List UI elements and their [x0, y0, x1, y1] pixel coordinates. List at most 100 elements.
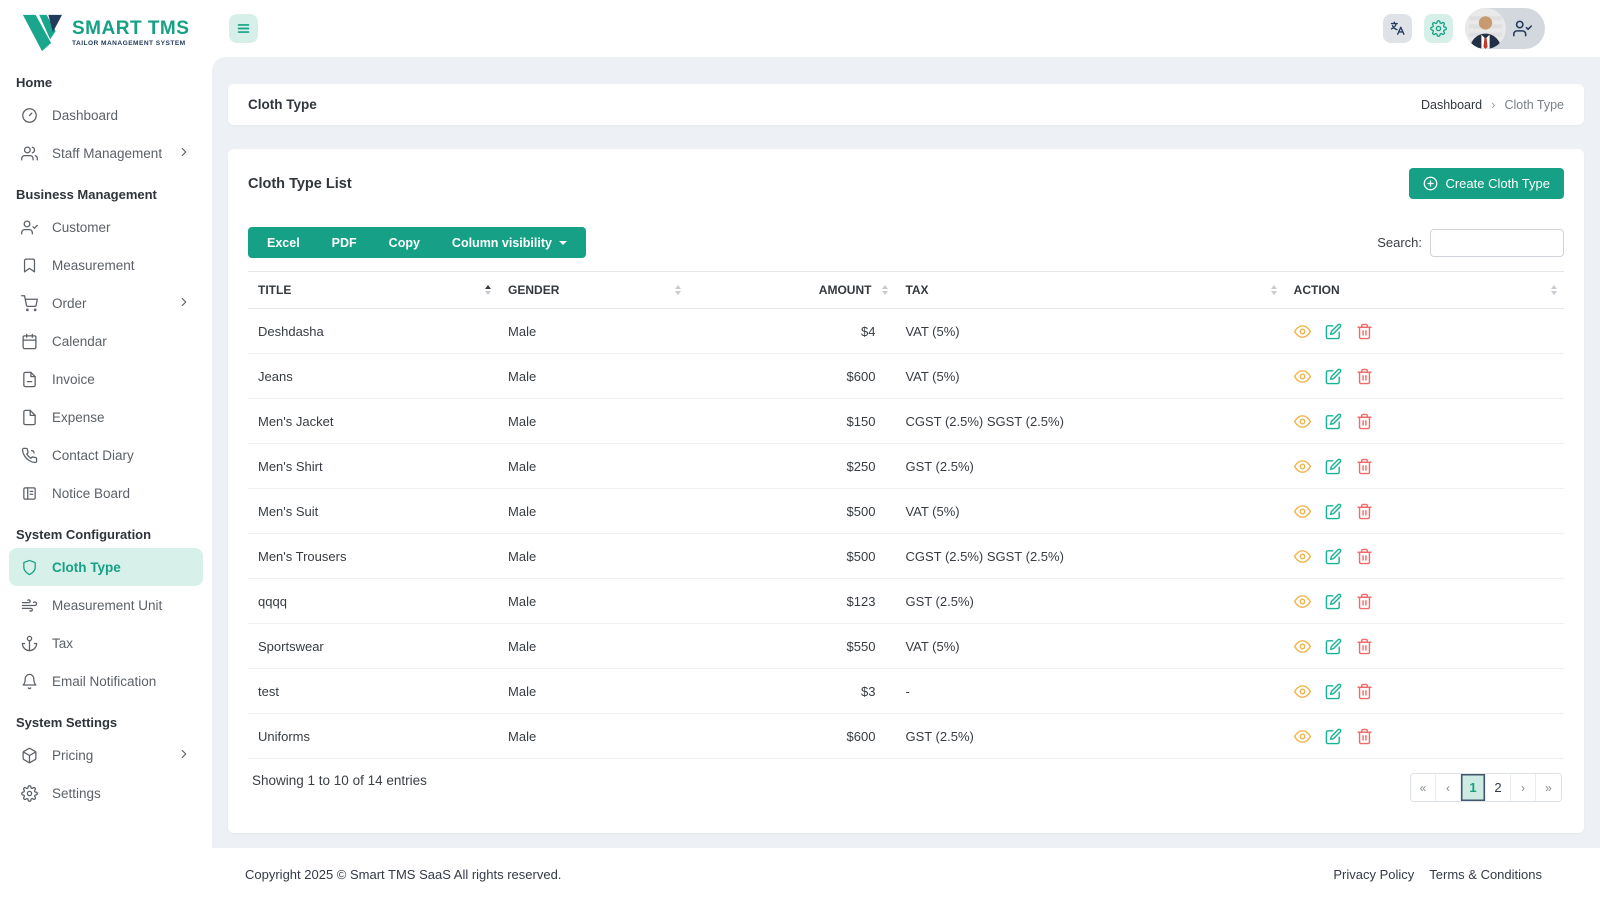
sidebar-item-staff-management[interactable]: Staff Management [9, 134, 203, 172]
sidebar-item-order[interactable]: Order [9, 284, 203, 322]
export-pdf-button[interactable]: PDF [316, 227, 373, 258]
column-header-gender[interactable]: GENDER [498, 271, 688, 309]
sidebar-item-measurement-unit[interactable]: Measurement Unit [9, 586, 203, 624]
delete-button[interactable] [1356, 682, 1374, 700]
breadcrumb-dashboard-link[interactable]: Dashboard [1420, 97, 1483, 112]
main-column: Cloth Type Dashboard › Cloth Type Cloth … [212, 0, 1600, 900]
view-button[interactable] [1294, 367, 1312, 385]
sidebar-item-pricing[interactable]: Pricing [9, 736, 203, 774]
cell-gender: Male [498, 713, 688, 759]
first-page-button[interactable]: « [1411, 774, 1436, 801]
page-1-button[interactable]: 1 [1461, 774, 1486, 801]
export-excel-button[interactable]: Excel [251, 227, 316, 258]
sidebar-item-tax[interactable]: Tax [9, 624, 203, 662]
next-page-button[interactable]: › [1511, 774, 1536, 801]
cell-action [1283, 668, 1564, 714]
edit-button[interactable] [1325, 502, 1343, 520]
user-check-icon [1513, 19, 1532, 38]
logo-mark-icon [22, 14, 62, 52]
delete-button[interactable] [1356, 637, 1374, 655]
page-2-button[interactable]: 2 [1486, 774, 1511, 801]
view-button[interactable] [1294, 457, 1312, 475]
bookmark-icon [23, 257, 36, 273]
delete-button[interactable] [1356, 457, 1374, 475]
card-title: Cloth Type List [248, 175, 352, 192]
edit-button[interactable] [1325, 637, 1343, 655]
gear-icon [21, 784, 38, 802]
table-row: Men's Shirt Male $250 GST (2.5%) [248, 443, 1564, 489]
column-header-amount[interactable]: AMOUNT [687, 271, 896, 309]
last-page-button[interactable]: » [1536, 774, 1561, 801]
edit-button[interactable] [1325, 322, 1343, 340]
sidebar-item-customer[interactable]: Customer [9, 208, 203, 246]
view-button[interactable] [1294, 547, 1312, 565]
sidebar-item-label: Settings [52, 785, 101, 801]
cell-gender: Male [498, 533, 688, 579]
search-input[interactable] [1430, 228, 1564, 257]
translate-button[interactable] [1383, 14, 1412, 43]
create-cloth-type-button[interactable]: Create Cloth Type [1409, 168, 1564, 199]
sidebar-item-contact-diary[interactable]: Contact Diary [9, 436, 203, 474]
delete-button[interactable] [1356, 547, 1374, 565]
sidebar-item-label: Invoice [52, 371, 95, 387]
view-button[interactable] [1294, 412, 1312, 430]
sidebar-item-notice-board[interactable]: Notice Board [9, 474, 203, 512]
sidebar-item-cloth-type[interactable]: Cloth Type [9, 548, 203, 586]
cloth-type-table: TITLE GENDER AMOUNT TAX ACTION Deshdasha Male… [248, 271, 1564, 759]
wind-icon [21, 598, 38, 612]
delete-button[interactable] [1356, 727, 1374, 745]
column-visibility-button[interactable]: Column visibility [436, 227, 583, 258]
edit-button[interactable] [1325, 457, 1343, 475]
eye-icon [1294, 324, 1312, 338]
view-button[interactable] [1294, 322, 1312, 340]
column-header-title[interactable]: TITLE [248, 271, 499, 309]
sidebar-item-calendar[interactable]: Calendar [9, 322, 203, 360]
trash-icon [1357, 413, 1372, 429]
cell-tax: GST (2.5%) [895, 443, 1284, 489]
sidebar-item-dashboard[interactable]: Dashboard [9, 96, 203, 134]
view-button[interactable] [1294, 502, 1312, 520]
sidebar-item-email-notification[interactable]: Email Notification [9, 662, 203, 700]
delete-button[interactable] [1356, 367, 1374, 385]
edit-button[interactable] [1325, 367, 1343, 385]
table-row: Men's Suit Male $500 VAT (5%) [248, 488, 1564, 534]
footer-link-privacy-policy[interactable]: Privacy Policy [1333, 866, 1415, 882]
edit-button[interactable] [1325, 547, 1343, 565]
sidebar-item-invoice[interactable]: Invoice [9, 360, 203, 398]
column-header-action[interactable]: ACTION [1283, 271, 1564, 309]
edit-button[interactable] [1325, 727, 1343, 745]
edit-button[interactable] [1325, 682, 1343, 700]
delete-button[interactable] [1356, 592, 1374, 610]
column-header-tax[interactable]: TAX [895, 271, 1284, 309]
prev-page-button[interactable]: ‹ [1436, 774, 1461, 801]
app-logo[interactable]: SMART TMS TAILOR MANAGEMENT SYSTEM [0, 0, 212, 60]
sidebar-item-label: Notice Board [52, 485, 131, 501]
shield-icon [23, 559, 36, 575]
export-copy-button[interactable]: Copy [373, 227, 436, 258]
board-icon [23, 486, 36, 500]
sidebar-item-settings[interactable]: Settings [9, 774, 203, 812]
sidebar-toggle-button[interactable] [229, 14, 258, 43]
trash-icon [1357, 368, 1372, 384]
view-button[interactable] [1294, 637, 1312, 655]
sidebar-item-label: Measurement [52, 257, 135, 273]
edit-icon [1325, 638, 1342, 654]
cell-action [1283, 308, 1564, 354]
view-button[interactable] [1294, 592, 1312, 610]
view-button[interactable] [1294, 682, 1312, 700]
table-header-row: TITLE GENDER AMOUNT TAX ACTION [248, 271, 1564, 309]
cell-action [1283, 623, 1564, 669]
delete-button[interactable] [1356, 502, 1374, 520]
edit-button[interactable] [1325, 412, 1343, 430]
sidebar-item-expense[interactable]: Expense [9, 398, 203, 436]
settings-button[interactable] [1424, 14, 1453, 43]
chevron-right-icon [181, 297, 187, 306]
user-menu[interactable] [1465, 8, 1545, 49]
view-button[interactable] [1294, 727, 1312, 745]
delete-button[interactable] [1356, 412, 1374, 430]
chevron-right-icon [177, 145, 191, 162]
delete-button[interactable] [1356, 322, 1374, 340]
footer-link-terms-conditions[interactable]: Terms & Conditions [1429, 866, 1542, 882]
sidebar-item-measurement[interactable]: Measurement [9, 246, 203, 284]
edit-button[interactable] [1325, 592, 1343, 610]
